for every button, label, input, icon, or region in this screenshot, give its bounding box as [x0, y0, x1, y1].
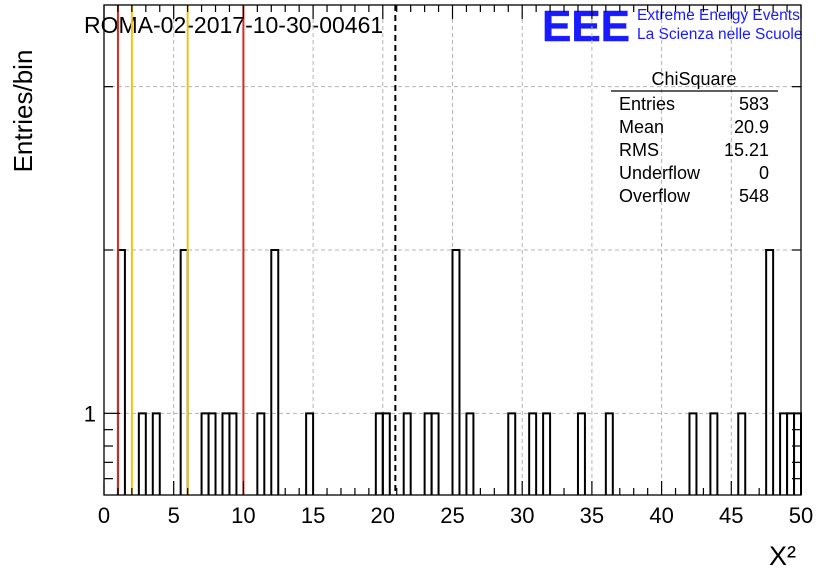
y-tick-label: 1: [84, 401, 96, 426]
histogram-bar: [306, 413, 313, 495]
x-tick-label: 10: [231, 503, 255, 528]
histogram-bar: [202, 413, 209, 495]
histogram-bar: [383, 413, 390, 495]
y-ticks: 1: [84, 401, 96, 426]
stats-label: RMS: [619, 140, 659, 160]
histogram-bar: [508, 413, 515, 495]
histogram-bar: [181, 250, 188, 495]
stats-value: 20.9: [734, 117, 769, 137]
x-ticks: 0 5 10 15 20 25 30 35 40 45 50: [98, 503, 813, 528]
x-tick-label: 5: [168, 503, 180, 528]
x-tick-label: 40: [649, 503, 673, 528]
histogram-bar: [271, 250, 278, 495]
histogram-bar: [578, 413, 585, 495]
stats-label: Mean: [619, 117, 664, 137]
stats-label: Underflow: [619, 163, 701, 183]
histogram-bar: [404, 413, 411, 495]
x-tick-label: 35: [580, 503, 604, 528]
histogram-bar: [787, 413, 794, 495]
histogram-bar: [118, 250, 125, 495]
histogram-bar: [209, 413, 216, 495]
stats-value: 583: [739, 94, 769, 114]
x-tick-label: 25: [440, 503, 464, 528]
histogram-bar: [689, 413, 696, 495]
stats-label: Entries: [619, 94, 675, 114]
histogram-bar: [257, 413, 264, 495]
histogram-bar: [453, 250, 460, 495]
histogram-bar: [738, 413, 745, 495]
histogram-bar: [606, 413, 613, 495]
histogram-bar: [529, 413, 536, 495]
stats-value: 548: [739, 186, 769, 206]
histogram-bar: [710, 413, 717, 495]
stats-box: ChiSquare Entries 583 Mean 20.9 RMS 15.21 Unde…: [611, 69, 778, 206]
histogram-bar: [766, 250, 773, 495]
x-tick-label: 45: [719, 503, 743, 528]
histogram-bar: [543, 413, 550, 495]
stats-title: ChiSquare: [651, 69, 736, 89]
histogram-bar: [376, 413, 383, 495]
histogram-bar: [466, 413, 473, 495]
x-tick-label: 50: [789, 503, 813, 528]
histogram-bar: [139, 413, 146, 495]
x-tick-label: 0: [98, 503, 110, 528]
stats-value: 0: [759, 163, 769, 183]
chart-title: ROMA-02-2017-10-30-00461: [84, 12, 383, 38]
stats-value: 15.21: [724, 140, 769, 160]
x-tick-label: 20: [371, 503, 395, 528]
histogram-bar: [794, 413, 801, 495]
histogram: [118, 250, 801, 495]
histogram-bar: [222, 413, 229, 495]
histogram-bar: [153, 413, 160, 495]
histogram-bar: [780, 413, 787, 495]
histogram-bar: [432, 413, 439, 495]
x-tick-label: 15: [301, 503, 325, 528]
histogram-bar: [425, 413, 432, 495]
x-tick-label: 30: [510, 503, 534, 528]
histogram-bar: [229, 413, 236, 495]
stats-label: Overflow: [619, 186, 691, 206]
y-axis-label: Entries/bin: [8, 50, 38, 173]
x-axis-label: X²: [769, 541, 796, 571]
eee-logo-mark: EEE: [542, 2, 630, 51]
eee-logo: EEE Extreme Energy Events La Scienza nel…: [542, 2, 802, 51]
